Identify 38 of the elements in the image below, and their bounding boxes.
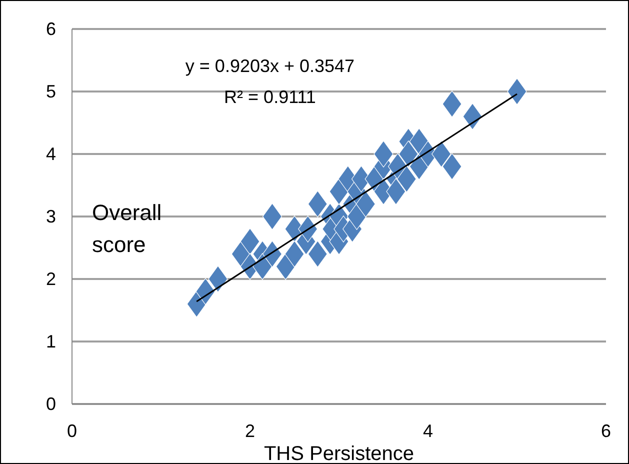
point (409, 128, 429, 155)
point (396, 166, 416, 192)
y-tick-label: 6 (46, 18, 56, 39)
point (386, 178, 406, 205)
point (347, 203, 367, 230)
point (374, 140, 394, 168)
point (284, 240, 304, 268)
point (432, 140, 452, 168)
point (507, 78, 527, 105)
point (276, 253, 296, 280)
point (442, 90, 462, 118)
y-tick-label: 0 (46, 394, 56, 414)
point (442, 153, 462, 180)
y-axis-title: Overall score (92, 200, 162, 257)
x-tick-label: 2 (244, 420, 256, 441)
x-tick-label: 6 (600, 420, 612, 441)
annotation: y = 0.9203x + 0.3547 (185, 56, 355, 76)
annotation: R² = 0.9111 (224, 87, 316, 107)
point (298, 216, 318, 242)
point (462, 103, 482, 130)
point (262, 203, 282, 230)
y-tick-label: 5 (46, 81, 56, 102)
x-tick-label: 4 (422, 420, 434, 441)
point (208, 266, 228, 292)
point (308, 240, 328, 268)
y-tick-label: 3 (46, 206, 56, 226)
point (398, 140, 418, 168)
y-tick-label: 2 (46, 268, 56, 289)
point (240, 228, 260, 255)
point (356, 190, 376, 218)
point (329, 178, 349, 205)
x-tick-label: 0 (66, 420, 78, 441)
point (308, 190, 328, 218)
x-axis-title: THS Persistence (264, 443, 414, 464)
y-tick-label: 1 (46, 331, 56, 352)
point (262, 240, 282, 268)
y-tick-label: 4 (46, 144, 56, 164)
point (196, 278, 216, 305)
